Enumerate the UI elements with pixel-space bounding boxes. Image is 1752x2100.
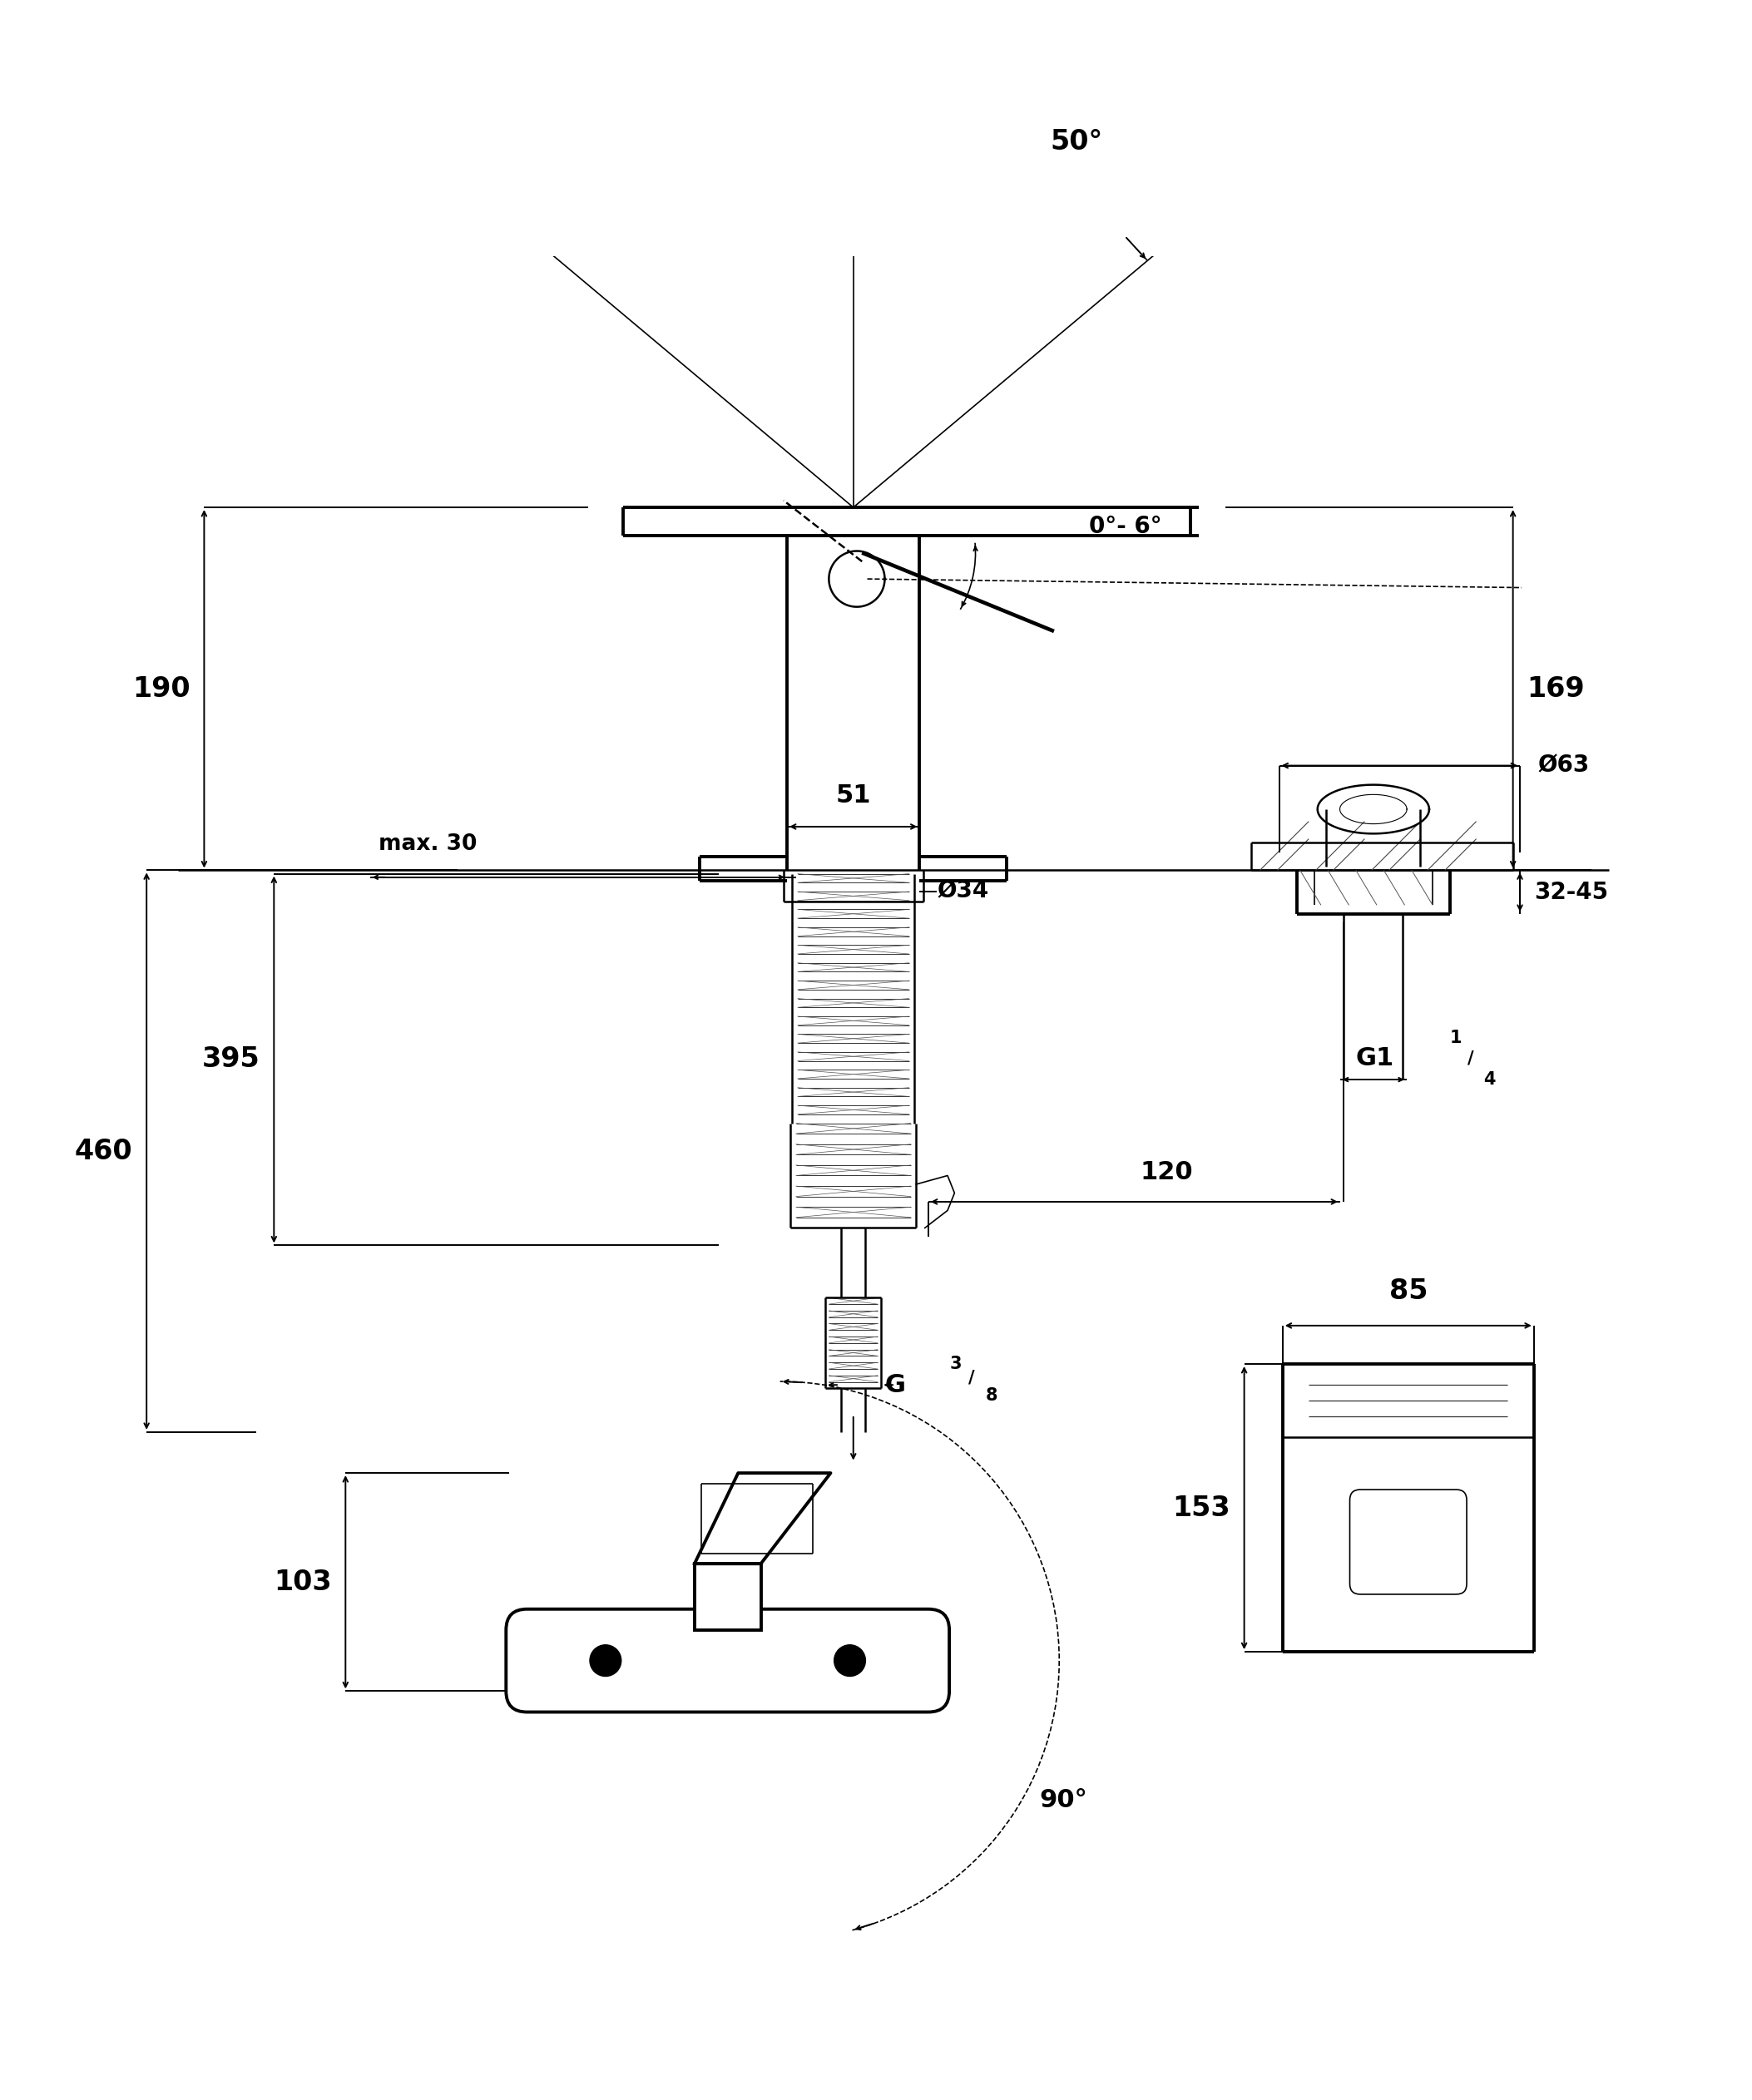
- Text: 8: 8: [986, 1388, 999, 1403]
- Text: 190: 190: [131, 674, 191, 704]
- Text: 103: 103: [273, 1569, 331, 1596]
- Text: max. 30: max. 30: [378, 834, 477, 855]
- Circle shape: [590, 1644, 622, 1676]
- Text: /: /: [969, 1369, 974, 1386]
- Text: 90°: 90°: [1039, 1787, 1088, 1812]
- Text: 3: 3: [950, 1357, 962, 1371]
- Text: 460: 460: [75, 1138, 133, 1166]
- Text: Ø34: Ø34: [937, 880, 988, 903]
- Circle shape: [834, 1644, 865, 1676]
- Text: G1: G1: [1356, 1046, 1395, 1071]
- Text: 50°: 50°: [1051, 128, 1104, 155]
- Text: 395: 395: [201, 1046, 259, 1073]
- Text: 4: 4: [1484, 1071, 1496, 1088]
- Text: 51: 51: [836, 783, 871, 809]
- Text: /: /: [1468, 1050, 1473, 1067]
- Text: Ø63: Ø63: [1538, 754, 1589, 777]
- Text: 32-45: 32-45: [1535, 880, 1608, 903]
- FancyBboxPatch shape: [1349, 1489, 1466, 1594]
- Text: 169: 169: [1528, 674, 1586, 704]
- Text: 85: 85: [1389, 1277, 1428, 1304]
- Text: G: G: [885, 1373, 906, 1397]
- FancyBboxPatch shape: [506, 1609, 950, 1712]
- Text: 153: 153: [1172, 1495, 1230, 1522]
- Text: 1: 1: [1451, 1029, 1463, 1046]
- Text: 120: 120: [1141, 1159, 1193, 1184]
- Text: 0°- 6°: 0°- 6°: [1090, 514, 1162, 538]
- Bar: [694, 1564, 760, 1630]
